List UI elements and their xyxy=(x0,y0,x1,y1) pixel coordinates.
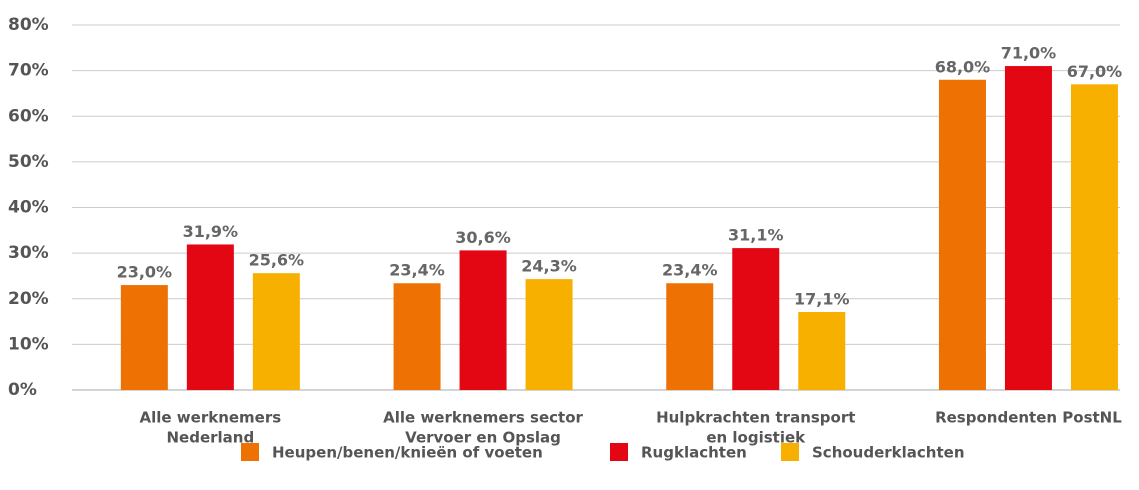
y-tick-label: 40% xyxy=(8,198,49,218)
bar xyxy=(393,283,441,390)
bar xyxy=(120,285,168,390)
y-tick-label: 20% xyxy=(8,289,49,309)
x-tick-label: Vervoer en Opslag xyxy=(405,429,561,447)
y-tick-label: 70% xyxy=(8,61,49,81)
data-label: 25,6% xyxy=(249,251,305,270)
data-label: 30,6% xyxy=(455,228,511,247)
bar xyxy=(798,311,846,390)
bar xyxy=(732,248,780,390)
data-label: 23,4% xyxy=(662,261,718,280)
bar xyxy=(1070,84,1118,390)
data-label: 23,0% xyxy=(117,263,173,282)
legend-label: Heupen/benen/knieën of voeten xyxy=(272,444,543,462)
y-tick-label: 80% xyxy=(8,15,49,35)
x-tick-label: Alle werknemers xyxy=(140,409,282,427)
data-label: 24,3% xyxy=(521,257,577,276)
data-label: 68,0% xyxy=(935,57,991,76)
legend-label: Rugklachten xyxy=(641,444,747,462)
bar xyxy=(459,250,507,390)
legend-swatch xyxy=(241,443,259,461)
data-label: 17,1% xyxy=(794,289,850,308)
x-tick-label: Respondenten PostNL xyxy=(935,409,1122,427)
y-tick-label: 50% xyxy=(8,152,49,172)
bar xyxy=(1004,66,1052,390)
y-tick-label: 10% xyxy=(8,334,49,354)
x-tick-label: Hulpkrachten transport xyxy=(656,409,855,427)
x-tick-label: Alle werknemers sector xyxy=(383,409,583,427)
data-label: 31,9% xyxy=(183,222,239,241)
data-label: 31,1% xyxy=(728,226,784,245)
legend-label: Schouderklachten xyxy=(812,444,965,462)
legend-swatch xyxy=(610,443,628,461)
legend-swatch xyxy=(781,443,799,461)
data-label: 67,0% xyxy=(1067,62,1123,81)
y-tick-label: 0% xyxy=(8,380,37,400)
bar xyxy=(525,279,573,390)
y-tick-label: 60% xyxy=(8,106,49,126)
x-tick-label: en logistiek xyxy=(706,429,806,447)
data-label: 23,4% xyxy=(389,261,445,280)
bar xyxy=(666,283,714,390)
y-tick-label: 30% xyxy=(8,243,49,263)
bar xyxy=(186,244,234,390)
data-label: 71,0% xyxy=(1001,44,1057,63)
x-tick-label: Nederland xyxy=(166,429,254,447)
bar xyxy=(252,273,300,390)
bar xyxy=(938,79,986,390)
